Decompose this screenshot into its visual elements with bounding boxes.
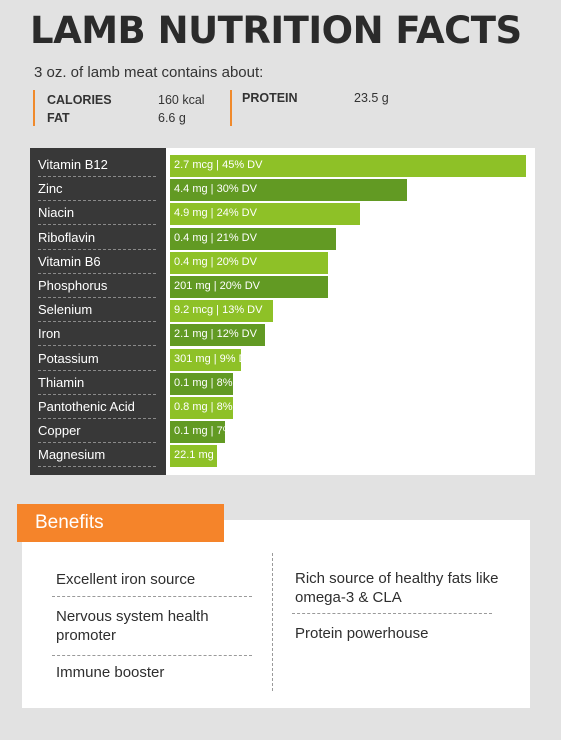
chart-row: Copper 0.1 mg | 7% DV (30, 419, 535, 444)
nutrient-bar (170, 155, 526, 177)
nutrient-value-label: 22.1 mg | 6% DV (174, 449, 257, 462)
chart-row: Thiamin 0.1 mg | 8% DV (30, 371, 535, 395)
protein-label: PROTEIN (242, 91, 298, 105)
fat-value: 6.6 g (158, 111, 186, 125)
benefit-item: Protein powerhouse (295, 625, 429, 642)
nutrient-value-label: 301 mg | 9% DV (174, 352, 254, 365)
nutrient-name-column (30, 148, 166, 475)
nutrient-value-label: 0.1 mg | 8% DV (174, 376, 251, 389)
benefit-item: Excellent iron source (56, 571, 196, 588)
benefits-column-divider (272, 553, 273, 691)
chart-row: Pantothenic Acid 0.8 mg | 8% DV (30, 395, 535, 419)
benefit-item: Nervous system health promoter (56, 608, 209, 644)
nutrient-value-label: 2.7 mcg | 45% DV (174, 159, 263, 171)
chart-row: Niacin 4.9 mg | 24% DV (30, 201, 535, 226)
chart-row: Selenium 9.2 mcg | 13% DV (30, 298, 535, 323)
nutrient-value-label: 4.4 mg | 30% DV (174, 183, 257, 196)
protein-value: 23.5 g (354, 91, 389, 105)
nutrient-name: Potassium (38, 347, 156, 371)
nutrient-bar (170, 421, 226, 444)
page-title: LAMB NUTRITION FACTS (30, 9, 522, 52)
calories-label: CALORIES (47, 93, 112, 107)
nutrient-name: Selenium (38, 298, 156, 323)
nutrient-name: Niacin (38, 201, 156, 226)
nutrient-chart: Vitamin B12 2.7 mcg | 45% DV Zinc 4.4 mg | … (30, 148, 535, 475)
nutrient-bar (170, 251, 329, 274)
nutrient-value-label: 4.9 mg | 24% DV (174, 207, 257, 220)
benefit-item: Immune booster (56, 664, 165, 681)
chart-row: Zinc 4.4 mg | 30% DV (30, 177, 535, 202)
nutrient-value-label: 0.4 mg | 20% DV (174, 255, 257, 268)
chart-row: Vitamin B12 2.7 mcg | 45% DV (30, 153, 535, 177)
nutrient-value-label: 0.4 mg | 21% DV (174, 231, 257, 244)
benefits-heading: Benefits (35, 512, 104, 533)
nutrient-value-label: 0.8 mg | 8% DV (174, 401, 251, 413)
nutrient-name: Vitamin B6 (38, 250, 156, 274)
benefits-panel (22, 520, 530, 708)
nutrient-name: Zinc (38, 177, 156, 202)
chart-row: Potassium 301 mg | 9% DV (30, 347, 535, 371)
nutrient-value-label: 201 mg | 20% DV (174, 280, 261, 292)
chart-row: Magnesium 22.1 mg | 6% DV (30, 443, 535, 468)
nutrient-bar (170, 227, 337, 250)
nutrient-bar (170, 348, 242, 371)
nutrient-name: Magnesium (38, 443, 156, 468)
facts-accent-bar (230, 90, 232, 126)
nutrient-name: Iron (38, 322, 156, 347)
nutrient-bar (170, 324, 265, 347)
nutrient-name: Riboflavin (38, 226, 156, 250)
benefit-divider (52, 596, 252, 597)
nutrient-name: Copper (38, 419, 156, 444)
nutrient-bar (170, 179, 408, 202)
nutrient-bar (170, 300, 273, 323)
nutrient-bar (170, 276, 329, 298)
benefit-item: Rich source of healthy fats like omega-3… (295, 570, 499, 606)
macro-facts: CALORIES 160 kcal FAT 6.6 g PROTEIN 23.5… (0, 88, 561, 128)
nutrient-value-label: 0.1 mg | 7% DV (174, 425, 251, 438)
nutrient-name: Vitamin B12 (38, 153, 156, 177)
nutrient-bar (170, 203, 360, 226)
nutrient-bar (170, 397, 234, 419)
nutrient-bar (170, 445, 218, 468)
chart-row: Vitamin B6 0.4 mg | 20% DV (30, 250, 535, 274)
serving-subtitle: 3 oz. of lamb meat contains about: (34, 64, 264, 81)
nutrient-value-label: 9.2 mcg | 13% DV (174, 304, 263, 317)
facts-accent-bar (33, 90, 35, 126)
chart-row: Riboflavin 0.4 mg | 21% DV (30, 226, 535, 250)
nutrient-name: Thiamin (38, 371, 156, 395)
nutrient-name: Pantothenic Acid (38, 395, 156, 419)
chart-row: Iron 2.1 mg | 12% DV (30, 322, 535, 347)
nutrient-value-label: 2.1 mg | 12% DV (174, 328, 257, 341)
fat-label: FAT (47, 111, 70, 125)
nutrient-bar (170, 372, 234, 395)
chart-row: Phosphorus 201 mg | 20% DV (30, 274, 535, 298)
nutrient-name: Phosphorus (38, 274, 156, 298)
benefits-heading-tab: Benefits (17, 504, 224, 542)
benefit-divider (292, 613, 492, 614)
benefit-divider (52, 655, 252, 656)
calories-value: 160 kcal (158, 93, 205, 107)
